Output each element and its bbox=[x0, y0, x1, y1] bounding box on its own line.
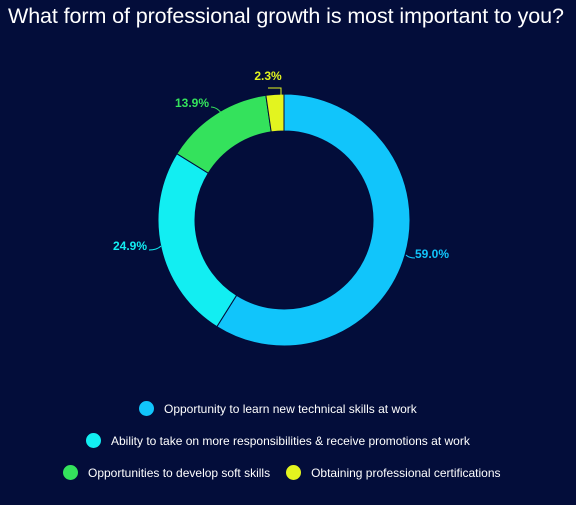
leader-line-technical-skills bbox=[405, 254, 416, 259]
data-label-responsibilities: 24.9% bbox=[113, 239, 147, 253]
leader-line-responsibilities bbox=[148, 245, 162, 251]
legend-row-2: Ability to take on more responsibilities… bbox=[86, 433, 470, 448]
legend-label-certifications: Obtaining professional certifications bbox=[311, 465, 501, 480]
donut-chart: 59.0% 24.9% 13.9% 2.3% bbox=[113, 69, 449, 347]
leader-line-soft-skills bbox=[210, 106, 227, 121]
legend-label-responsibilities: Ability to take on more responsibilities… bbox=[111, 433, 470, 448]
data-labels: 59.0% 24.9% 13.9% 2.3% bbox=[113, 69, 449, 261]
legend-swatch-technical-skills bbox=[139, 401, 154, 416]
legend-row-3: Opportunities to develop soft skills Obt… bbox=[63, 465, 501, 480]
donut-slices bbox=[157, 93, 411, 347]
chart-title: What form of professional growth is most… bbox=[8, 4, 564, 28]
slice-technical-skills[interactable] bbox=[216, 93, 411, 347]
legend-item-certifications[interactable]: Obtaining professional certifications bbox=[286, 465, 501, 480]
legend-item-technical-skills[interactable]: Opportunity to learn new technical skill… bbox=[139, 401, 417, 416]
label-leaders bbox=[148, 87, 416, 259]
legend-label-soft-skills: Opportunities to develop soft skills bbox=[88, 465, 271, 480]
leader-line-certifications bbox=[268, 87, 282, 95]
legend-swatch-soft-skills bbox=[63, 465, 78, 480]
legend-item-responsibilities[interactable]: Ability to take on more responsibilities… bbox=[86, 433, 470, 448]
legend-swatch-certifications bbox=[286, 465, 302, 480]
data-label-soft-skills: 13.9% bbox=[175, 96, 209, 110]
slice-certifications[interactable] bbox=[265, 93, 285, 133]
legend-label-technical-skills: Opportunity to learn new technical skill… bbox=[164, 401, 417, 416]
legend-row-1: Opportunity to learn new technical skill… bbox=[139, 401, 417, 416]
data-label-certifications: 2.3% bbox=[254, 69, 282, 83]
data-label-technical-skills: 59.0% bbox=[415, 247, 449, 261]
legend-item-soft-skills[interactable]: Opportunities to develop soft skills bbox=[63, 465, 270, 480]
legend-swatch-responsibilities bbox=[86, 433, 101, 448]
slice-responsibilities[interactable] bbox=[157, 153, 238, 328]
